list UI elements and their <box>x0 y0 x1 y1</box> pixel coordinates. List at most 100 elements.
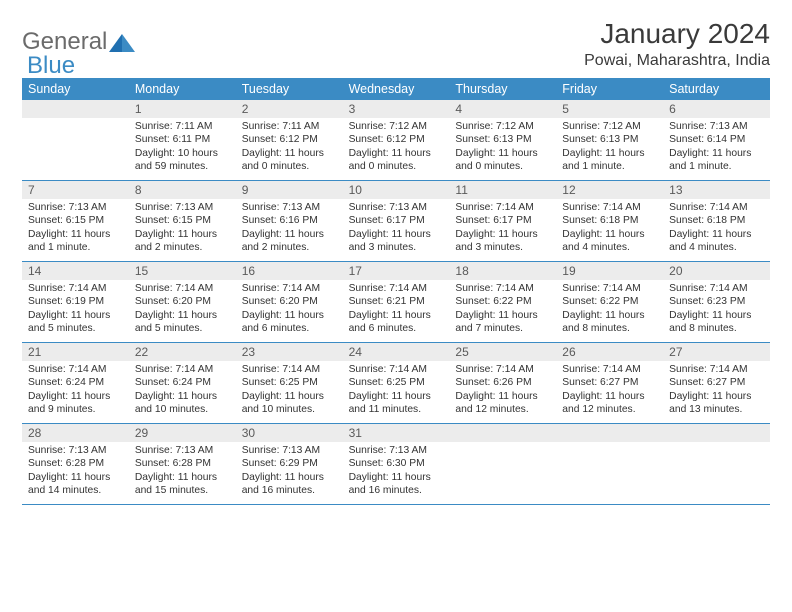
brand-word2: Blue <box>27 52 75 80</box>
day-cell: 1Sunrise: 7:11 AMSunset: 6:11 PMDaylight… <box>129 100 236 180</box>
detail-line: Daylight: 11 hours and 8 minutes. <box>669 309 764 336</box>
detail-line: Sunset: 6:29 PM <box>242 457 337 470</box>
brand-logo: General <box>22 18 135 56</box>
day-number: 9 <box>236 181 343 199</box>
detail-line: Sunrise: 7:13 AM <box>349 444 444 457</box>
day-number <box>663 424 770 442</box>
day-number: 28 <box>22 424 129 442</box>
day-number: 3 <box>343 100 450 118</box>
day-cell: 7Sunrise: 7:13 AMSunset: 6:15 PMDaylight… <box>22 181 129 261</box>
day-header: Friday <box>556 78 663 100</box>
day-number: 14 <box>22 262 129 280</box>
day-details: Sunrise: 7:13 AMSunset: 6:17 PMDaylight:… <box>343 199 450 261</box>
day-number: 8 <box>129 181 236 199</box>
day-header: Saturday <box>663 78 770 100</box>
day-cell: 17Sunrise: 7:14 AMSunset: 6:21 PMDayligh… <box>343 262 450 342</box>
day-cell: 20Sunrise: 7:14 AMSunset: 6:23 PMDayligh… <box>663 262 770 342</box>
detail-line: Sunrise: 7:14 AM <box>669 282 764 295</box>
day-details <box>22 118 129 126</box>
day-cell: 23Sunrise: 7:14 AMSunset: 6:25 PMDayligh… <box>236 343 343 423</box>
week-row: 21Sunrise: 7:14 AMSunset: 6:24 PMDayligh… <box>22 343 770 424</box>
detail-line: Sunset: 6:20 PM <box>135 295 230 308</box>
detail-line: Daylight: 11 hours and 5 minutes. <box>135 309 230 336</box>
detail-line: Daylight: 11 hours and 16 minutes. <box>242 471 337 498</box>
detail-line: Daylight: 11 hours and 14 minutes. <box>28 471 123 498</box>
day-cell: 5Sunrise: 7:12 AMSunset: 6:13 PMDaylight… <box>556 100 663 180</box>
day-number: 1 <box>129 100 236 118</box>
day-number: 2 <box>236 100 343 118</box>
detail-line: Daylight: 11 hours and 13 minutes. <box>669 390 764 417</box>
day-cell: 11Sunrise: 7:14 AMSunset: 6:17 PMDayligh… <box>449 181 556 261</box>
detail-line: Sunset: 6:21 PM <box>349 295 444 308</box>
detail-line: Sunset: 6:20 PM <box>242 295 337 308</box>
detail-line: Sunset: 6:13 PM <box>562 133 657 146</box>
day-number: 21 <box>22 343 129 361</box>
detail-line: Sunrise: 7:14 AM <box>455 201 550 214</box>
detail-line: Sunset: 6:12 PM <box>242 133 337 146</box>
detail-line: Sunset: 6:12 PM <box>349 133 444 146</box>
detail-line: Sunrise: 7:14 AM <box>135 363 230 376</box>
detail-line: Daylight: 11 hours and 4 minutes. <box>562 228 657 255</box>
detail-line: Daylight: 11 hours and 1 minute. <box>562 147 657 174</box>
detail-line: Daylight: 11 hours and 15 minutes. <box>135 471 230 498</box>
day-details: Sunrise: 7:14 AMSunset: 6:24 PMDaylight:… <box>129 361 236 423</box>
day-details: Sunrise: 7:11 AMSunset: 6:11 PMDaylight:… <box>129 118 236 180</box>
detail-line: Sunrise: 7:14 AM <box>562 201 657 214</box>
day-details <box>449 442 556 450</box>
week-row: 14Sunrise: 7:14 AMSunset: 6:19 PMDayligh… <box>22 262 770 343</box>
day-cell: 29Sunrise: 7:13 AMSunset: 6:28 PMDayligh… <box>129 424 236 504</box>
month-title: January 2024 <box>584 18 770 50</box>
page-header: General January 2024 Powai, Maharashtra,… <box>22 18 770 70</box>
day-details: Sunrise: 7:14 AMSunset: 6:18 PMDaylight:… <box>663 199 770 261</box>
detail-line: Sunset: 6:17 PM <box>349 214 444 227</box>
detail-line: Daylight: 11 hours and 8 minutes. <box>562 309 657 336</box>
day-header: Tuesday <box>236 78 343 100</box>
day-number: 20 <box>663 262 770 280</box>
day-details: Sunrise: 7:13 AMSunset: 6:15 PMDaylight:… <box>22 199 129 261</box>
detail-line: Daylight: 11 hours and 12 minutes. <box>562 390 657 417</box>
day-number: 4 <box>449 100 556 118</box>
detail-line: Daylight: 11 hours and 1 minute. <box>28 228 123 255</box>
detail-line: Sunset: 6:24 PM <box>135 376 230 389</box>
day-number: 5 <box>556 100 663 118</box>
day-number: 12 <box>556 181 663 199</box>
detail-line: Daylight: 11 hours and 10 minutes. <box>242 390 337 417</box>
day-details: Sunrise: 7:14 AMSunset: 6:27 PMDaylight:… <box>663 361 770 423</box>
day-details: Sunrise: 7:13 AMSunset: 6:29 PMDaylight:… <box>236 442 343 504</box>
detail-line: Sunrise: 7:14 AM <box>135 282 230 295</box>
detail-line: Sunrise: 7:14 AM <box>242 363 337 376</box>
day-details <box>556 442 663 450</box>
day-details: Sunrise: 7:13 AMSunset: 6:16 PMDaylight:… <box>236 199 343 261</box>
detail-line: Sunrise: 7:14 AM <box>455 363 550 376</box>
day-details: Sunrise: 7:14 AMSunset: 6:18 PMDaylight:… <box>556 199 663 261</box>
detail-line: Sunrise: 7:11 AM <box>135 120 230 133</box>
detail-line: Daylight: 11 hours and 7 minutes. <box>455 309 550 336</box>
day-cell: 14Sunrise: 7:14 AMSunset: 6:19 PMDayligh… <box>22 262 129 342</box>
day-cell: 6Sunrise: 7:13 AMSunset: 6:14 PMDaylight… <box>663 100 770 180</box>
triangle-icon <box>109 32 135 52</box>
weeks-container: 1Sunrise: 7:11 AMSunset: 6:11 PMDaylight… <box>22 100 770 505</box>
detail-line: Sunrise: 7:14 AM <box>669 363 764 376</box>
day-header: Thursday <box>449 78 556 100</box>
detail-line: Sunrise: 7:11 AM <box>242 120 337 133</box>
detail-line: Daylight: 11 hours and 5 minutes. <box>28 309 123 336</box>
day-number <box>449 424 556 442</box>
detail-line: Sunrise: 7:14 AM <box>349 363 444 376</box>
detail-line: Daylight: 11 hours and 1 minute. <box>669 147 764 174</box>
day-number <box>556 424 663 442</box>
day-details: Sunrise: 7:14 AMSunset: 6:22 PMDaylight:… <box>556 280 663 342</box>
day-cell: 19Sunrise: 7:14 AMSunset: 6:22 PMDayligh… <box>556 262 663 342</box>
day-details: Sunrise: 7:14 AMSunset: 6:22 PMDaylight:… <box>449 280 556 342</box>
detail-line: Daylight: 11 hours and 3 minutes. <box>455 228 550 255</box>
detail-line: Daylight: 11 hours and 9 minutes. <box>28 390 123 417</box>
day-details: Sunrise: 7:13 AMSunset: 6:28 PMDaylight:… <box>22 442 129 504</box>
detail-line: Daylight: 11 hours and 0 minutes. <box>242 147 337 174</box>
day-cell: 8Sunrise: 7:13 AMSunset: 6:15 PMDaylight… <box>129 181 236 261</box>
day-details: Sunrise: 7:11 AMSunset: 6:12 PMDaylight:… <box>236 118 343 180</box>
detail-line: Daylight: 11 hours and 12 minutes. <box>455 390 550 417</box>
day-number: 27 <box>663 343 770 361</box>
detail-line: Sunset: 6:15 PM <box>28 214 123 227</box>
detail-line: Sunset: 6:22 PM <box>455 295 550 308</box>
day-cell: 13Sunrise: 7:14 AMSunset: 6:18 PMDayligh… <box>663 181 770 261</box>
detail-line: Sunrise: 7:13 AM <box>135 444 230 457</box>
